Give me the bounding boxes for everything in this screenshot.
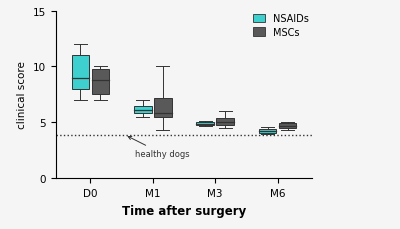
Bar xyxy=(216,118,234,125)
Bar xyxy=(154,98,172,117)
Bar xyxy=(134,106,152,114)
Bar xyxy=(72,56,89,90)
Legend: NSAIDs, MSCs: NSAIDs, MSCs xyxy=(252,13,310,39)
Text: healthy dogs: healthy dogs xyxy=(128,137,190,159)
Bar xyxy=(92,69,109,95)
Y-axis label: clinical score: clinical score xyxy=(18,61,28,129)
Bar xyxy=(196,123,214,126)
Bar xyxy=(259,129,276,133)
Bar xyxy=(279,123,296,128)
X-axis label: Time after surgery: Time after surgery xyxy=(122,204,246,217)
